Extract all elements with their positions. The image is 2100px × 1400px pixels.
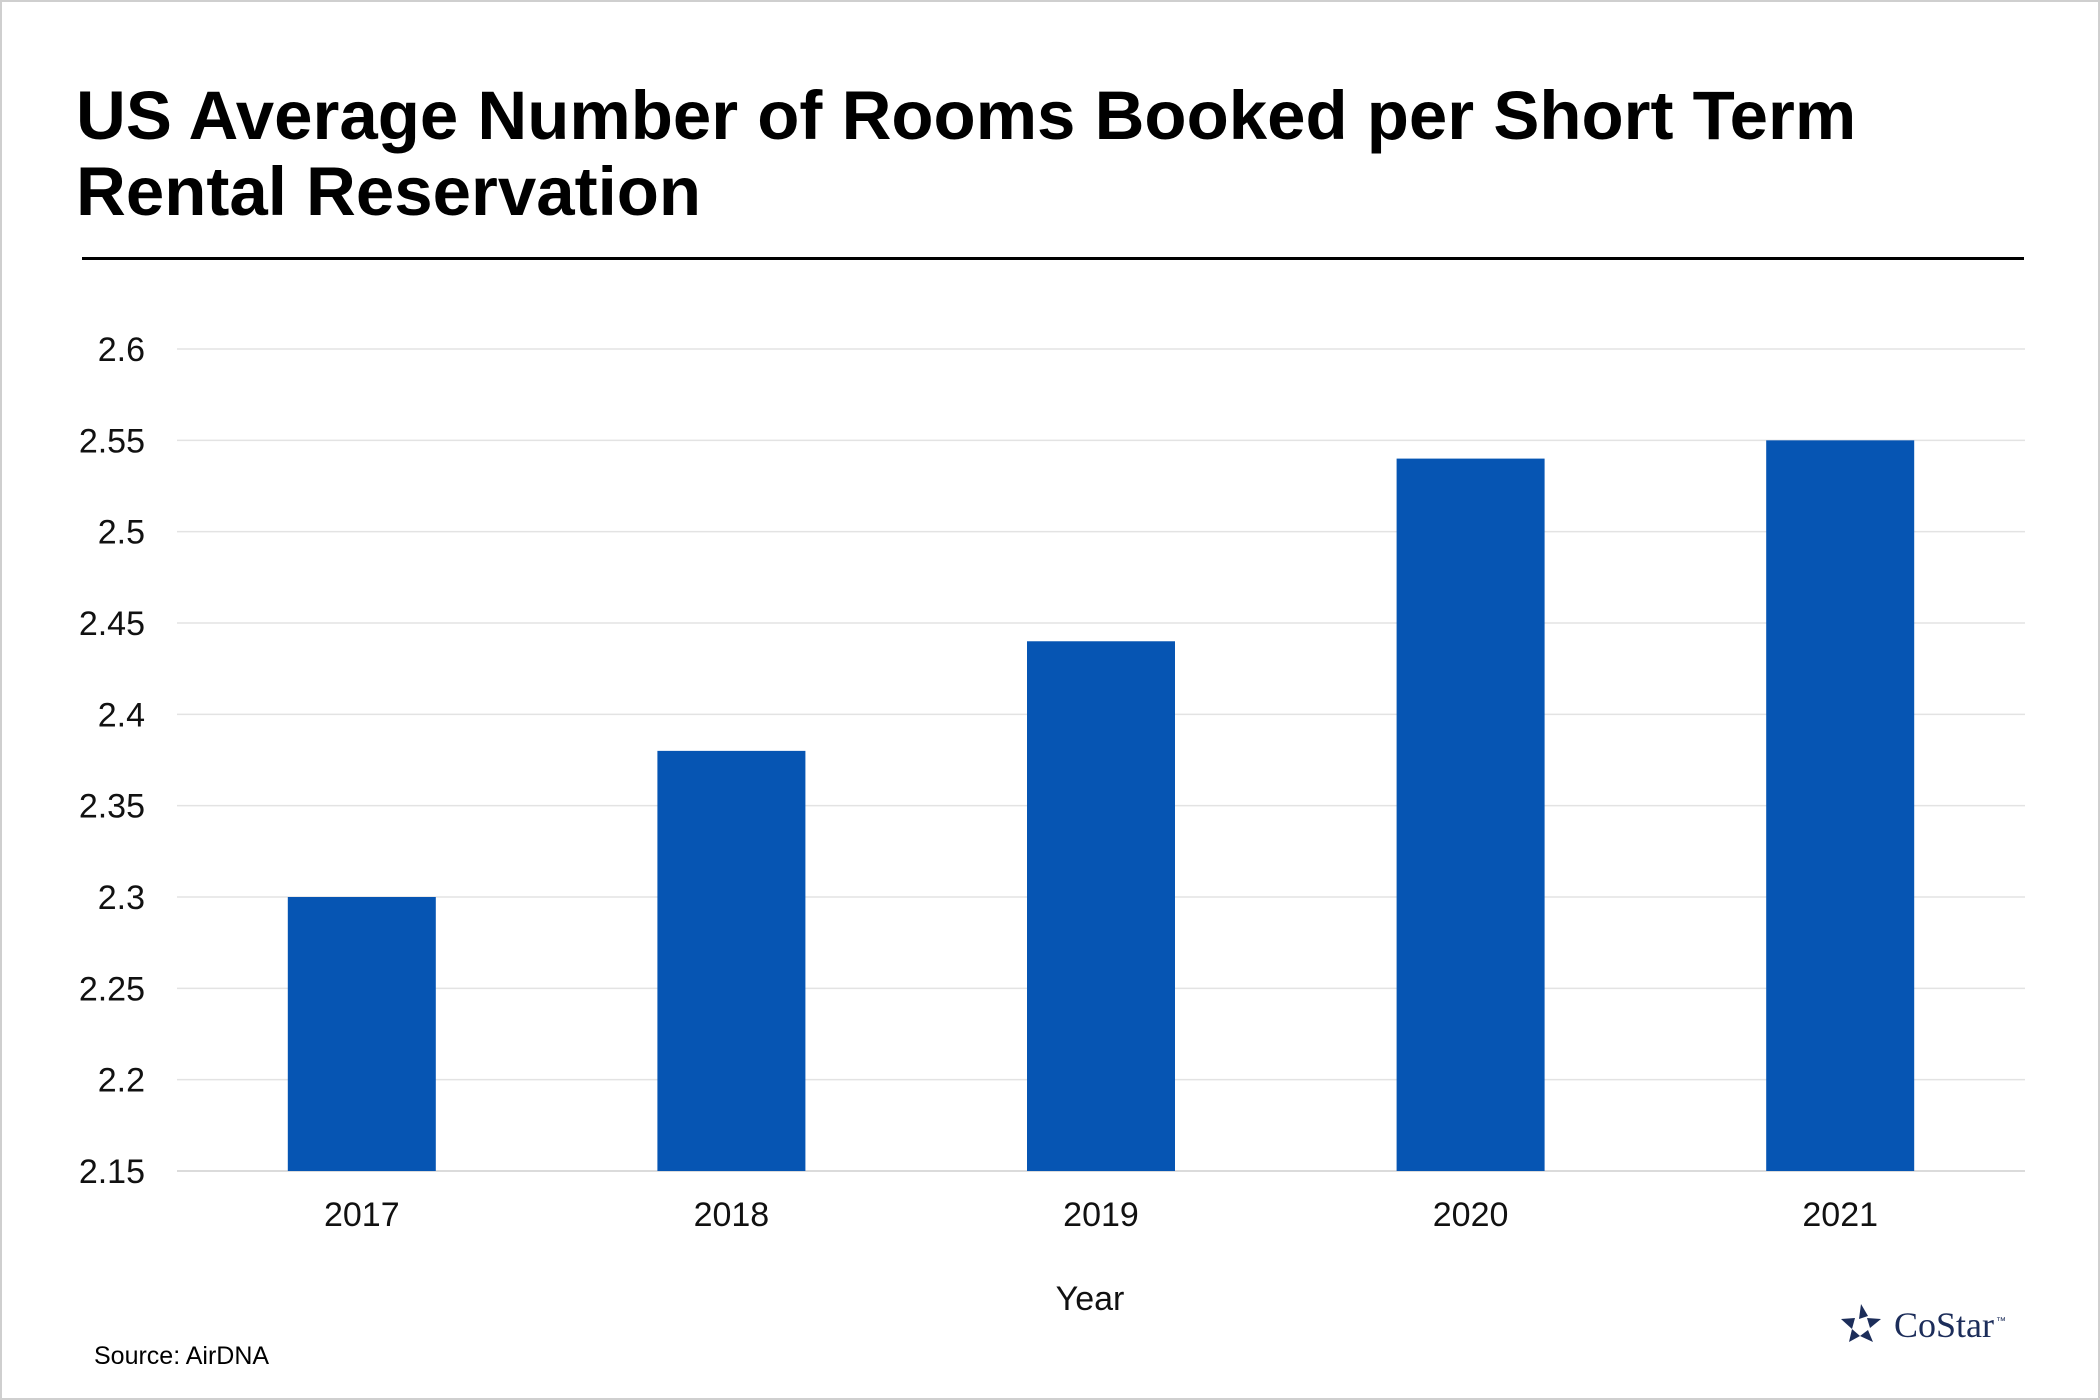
bar-2017 (287, 897, 436, 1171)
x-tick-label: 2020 (1433, 1196, 1509, 1234)
chart-title: US Average Number of Rooms Booked per Sh… (76, 77, 1857, 230)
y-tick-label: 2.6 (98, 331, 145, 369)
x-tick-label: 2017 (324, 1196, 400, 1234)
y-tick-label: 2.5 (98, 514, 145, 552)
costar-logo: CoStar ™ (1838, 1302, 2006, 1348)
y-tick-label: 2.25 (79, 970, 145, 1008)
bars (287, 440, 1915, 1172)
y-tick-label: 2.45 (79, 605, 145, 643)
logo-text: CoStar (1894, 1305, 1995, 1345)
x-axis-title: Year (1056, 1280, 1125, 1318)
y-tick-label: 2.35 (79, 788, 145, 826)
y-tick-label: 2.4 (98, 696, 145, 734)
x-axis-ticks: 2017 2018 2019 2020 2021 (324, 1196, 1878, 1234)
source-note: Source: AirDNA (94, 1342, 270, 1370)
x-tick-label: 2018 (694, 1196, 770, 1234)
bar-2021 (1766, 440, 1915, 1171)
y-axis-ticks: 2.15 2.2 2.25 2.3 2.35 2.4 2.45 2.5 2.55 2.6 (79, 331, 145, 1191)
y-tick-label: 2.3 (98, 879, 145, 917)
logo-trademark: ™ (1996, 1316, 2007, 1327)
y-tick-label: 2.2 (98, 1062, 145, 1100)
title-divider (82, 257, 2024, 260)
x-tick-label: 2019 (1063, 1196, 1139, 1234)
x-tick-label: 2021 (1802, 1196, 1878, 1234)
y-tick-label: 2.15 (79, 1153, 145, 1191)
costar-star-icon (1841, 1304, 1881, 1342)
bar-2020 (1396, 458, 1545, 1172)
bar-2019 (1027, 641, 1175, 1171)
y-tick-label: 2.55 (79, 422, 145, 460)
bar-2018 (657, 750, 806, 1171)
